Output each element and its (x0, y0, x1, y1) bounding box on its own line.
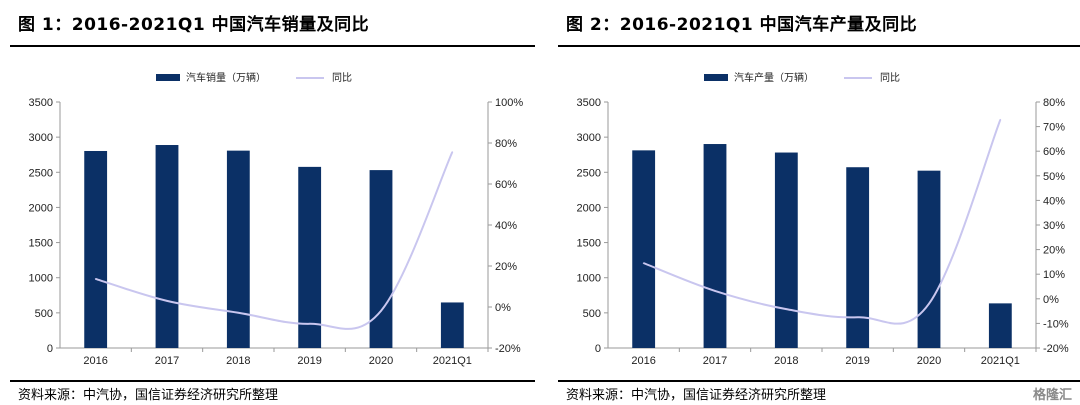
y2-tick-label: 10% (1043, 269, 1065, 281)
bar-2017 (155, 145, 179, 348)
x-tick-label: 2017 (703, 355, 727, 367)
y-tick-label: 2000 (29, 202, 53, 214)
y2-tick-label: -20% (495, 343, 521, 355)
legend-bar-swatch (156, 74, 180, 81)
y-tick-label: 2500 (29, 167, 53, 179)
legend-bar-label: 汽车产量（万辆） (734, 71, 814, 84)
y2-tick-label: 40% (1043, 195, 1065, 207)
x-tick-label: 2017 (155, 355, 179, 367)
bar-2021Q1 (988, 303, 1012, 348)
chart-panel-sales: 图 1：2016-2021Q1 中国汽车销量及同比 汽车销量（万辆） 同比 0 500… (10, 0, 535, 405)
sales-chart: 汽车销量（万辆） 同比 0 500 1000 1500 2000 2500 3000 3500 -2… (29, 71, 524, 367)
x-tick-label: 2020 (369, 355, 393, 367)
yoy-point-2021Q1 (999, 118, 1002, 121)
y2-tick-label: 0% (495, 302, 511, 314)
legend-bar-label: 汽车销量（万辆） (186, 71, 266, 84)
y2-tick-label: -20% (1043, 343, 1069, 355)
legend-line-label: 同比 (880, 72, 900, 84)
x-tick-label: 2016 (83, 355, 107, 367)
title-divider (10, 45, 535, 47)
yoy-point-2017 (166, 300, 168, 302)
yoy-point-2016 (94, 278, 97, 280)
legend-bar-swatch (704, 74, 728, 81)
y-tick-label: 2000 (577, 202, 601, 214)
y-tick-label: 3500 (29, 97, 53, 109)
chart-panel-production: 图 2：2016-2021Q1 中国汽车产量及同比 汽车产量（万辆） 同比 0 500… (558, 0, 1080, 405)
y2-tick-label: 40% (495, 220, 517, 232)
y2-tick-label: 60% (495, 179, 517, 191)
legend-line-label: 同比 (332, 72, 352, 84)
x-tick-label: 2021Q1 (433, 355, 472, 367)
y-tick-label: 1500 (29, 238, 53, 250)
yoy-point-2019 (856, 316, 859, 319)
yoy-point-2020 (928, 302, 930, 305)
bar-2021Q1 (440, 302, 464, 348)
bar-2016 (632, 150, 656, 348)
yoy-point-2018 (237, 311, 240, 314)
yoy-line (95, 151, 454, 330)
chart-title: 图 2：2016-2021Q1 中国汽车产量及同比 (566, 15, 918, 35)
y2-tick-label: 100% (495, 97, 523, 109)
source-note: 资料来源：中汽协，国信证券经济研究所整理 (566, 388, 827, 403)
y2-tick-label: 80% (495, 138, 517, 150)
y-tick-label: 500 (583, 308, 601, 320)
x-tick-label: 2016 (631, 355, 655, 367)
source-divider (558, 380, 1080, 382)
bar-2020 (917, 170, 941, 348)
yoy-point-2017 (714, 290, 716, 292)
chart-title: 图 1：2016-2021Q1 中国汽车销量及同比 (18, 15, 370, 35)
watermark-text: 格隆汇 (1032, 388, 1072, 403)
x-tick-label: 2021Q1 (981, 355, 1020, 367)
title-divider (558, 45, 1080, 47)
yoy-point-2018 (785, 308, 788, 310)
bar-2019 (846, 167, 870, 348)
y2-tick-label: 70% (1043, 122, 1065, 134)
y-tick-label: 500 (35, 308, 53, 320)
bar-2018 (774, 152, 798, 348)
y-tick-label: 1000 (29, 273, 53, 285)
y2-tick-label: 0% (1043, 294, 1059, 306)
y2-tick-label: 60% (1043, 146, 1065, 158)
y2-tick-label: 20% (1043, 245, 1065, 257)
watermark-logo: 格隆汇 (1033, 384, 1072, 403)
yoy-point-2019 (308, 323, 311, 325)
y2-tick-label: 80% (1043, 97, 1065, 109)
y-tick-label: 3500 (577, 97, 601, 109)
yoy-point-2016 (642, 262, 645, 264)
y-tick-label: 1000 (577, 273, 601, 285)
bar-2019 (298, 166, 322, 348)
y-tick-label: 2500 (577, 167, 601, 179)
y-tick-label: 3000 (577, 132, 601, 144)
x-tick-label: 2019 (297, 355, 321, 367)
production-chart: 汽车产量（万辆） 同比 0 500 1000 1500 2000 2500 3000 3500 -2… (577, 71, 1069, 367)
x-tick-label: 2019 (845, 355, 869, 367)
x-tick-label: 2018 (774, 355, 798, 367)
y2-tick-label: 20% (495, 261, 517, 273)
source-note: 资料来源：中汽协，国信证券经济研究所整理 (18, 388, 279, 403)
y2-tick-label: -10% (1043, 318, 1069, 330)
yoy-point-2021Q1 (451, 151, 454, 153)
bar-2018 (226, 150, 250, 348)
y2-tick-label: 50% (1043, 171, 1065, 183)
y-tick-label: 1500 (577, 238, 601, 250)
source-divider (10, 380, 535, 382)
bar-2016 (84, 150, 108, 348)
x-tick-label: 2018 (226, 355, 250, 367)
yoy-point-2020 (380, 310, 382, 312)
y-tick-label: 0 (595, 343, 601, 355)
x-tick-label: 2020 (917, 355, 941, 367)
y-tick-label: 3000 (29, 132, 53, 144)
yoy-line (643, 119, 1002, 325)
bar-2020 (369, 170, 393, 348)
bar-2017 (703, 144, 727, 348)
y-tick-label: 0 (47, 343, 53, 355)
y2-tick-label: 30% (1043, 220, 1065, 232)
